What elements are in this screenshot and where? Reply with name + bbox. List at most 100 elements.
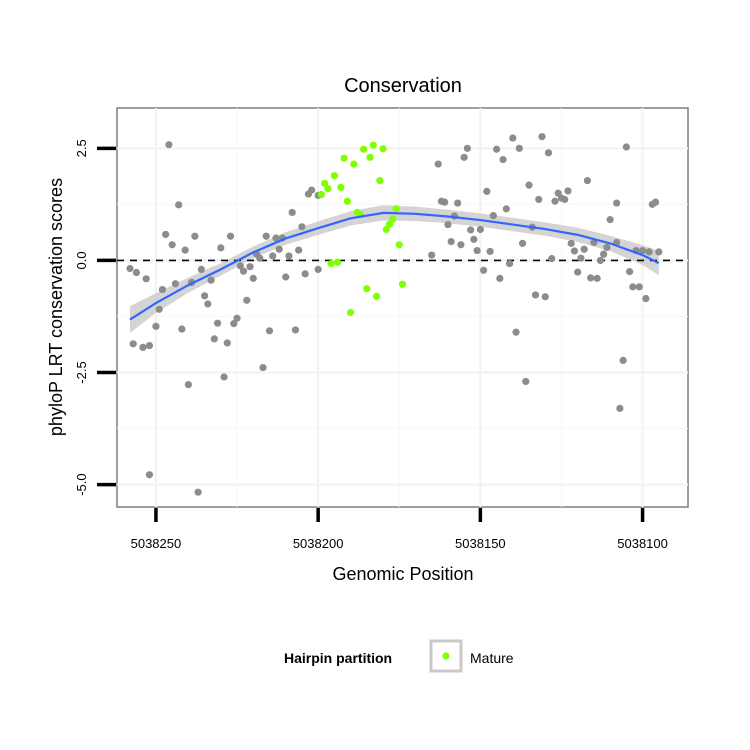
other-point [606,216,614,224]
x-tick-label: 5038100 [617,536,668,551]
other-point [460,153,468,161]
other-point [541,293,549,301]
other-point [158,285,167,294]
mature-point [327,259,335,268]
mature-point [343,197,351,205]
other-point [434,160,442,168]
x-tick-label: 5038150 [455,536,506,551]
other-point [596,256,605,265]
other-point [603,243,611,252]
other-point [129,340,137,348]
other-point [155,305,163,313]
other-point [515,144,523,152]
y-axis-title: phyloP LRT conservation scores [46,178,66,436]
other-point [200,292,209,300]
other-point [570,247,579,255]
other-point [236,262,244,270]
other-point [454,199,462,207]
other-point [191,232,199,240]
mature-point [398,280,407,288]
other-point [142,275,150,283]
other-point [171,280,179,288]
other-point [502,205,510,213]
other-point [295,246,303,254]
other-point [645,248,653,256]
other-point [551,197,559,205]
y-axis: 2.5 0.0 -2.5 -5.0 [74,139,116,496]
other-point [655,248,663,256]
mature-point [392,205,400,213]
other-point [512,328,520,336]
other-point [577,254,585,262]
y-tick-label: -5.0 [74,473,89,495]
mature-point [389,215,397,223]
other-point [561,195,569,204]
other-point [301,270,309,278]
other-point [239,267,248,275]
other-point [483,187,491,195]
other-point [178,325,186,333]
other-point [217,244,225,252]
other-point [165,141,173,149]
mature-point [382,225,390,234]
mature-point [379,145,387,153]
x-axis-title: Genomic Position [332,564,473,584]
other-point [181,246,189,254]
other-point [298,223,306,231]
other-point [548,255,556,263]
other-point [600,250,608,258]
other-point [428,251,436,259]
other-point [223,339,231,347]
x-tick-label: 5038200 [293,536,344,551]
other-point [492,145,501,153]
other-point [210,335,218,343]
other-point [476,225,484,234]
other-point [473,246,481,255]
other-point [230,320,238,328]
other-point [642,294,650,303]
mature-point [395,241,403,249]
legend: Hairpin partition Mature [284,639,514,673]
other-point [499,155,507,164]
other-point [544,149,553,157]
other-point [518,239,527,247]
grid-minor [117,108,688,507]
other-point [593,274,601,282]
other-point [583,177,592,185]
other-point [580,245,588,253]
mature-point [340,154,348,162]
other-point [213,319,222,327]
other-point [197,265,205,273]
mature-point [350,160,358,168]
other-point [531,291,540,299]
smooth-layer [129,211,660,321]
other-point [168,241,176,249]
other-point [184,381,192,389]
other-point [564,187,572,195]
other-point [463,144,471,152]
mature-point [346,308,355,317]
chart-title: Conservation [344,75,462,97]
other-point [246,263,254,271]
other-point [243,296,251,304]
other-point [256,254,264,262]
other-point [272,234,280,242]
other-point [567,239,575,247]
mature-point [324,185,332,193]
x-axis: 5038250 5038200 5038150 5038100 [131,508,668,551]
other-point [265,327,274,335]
other-point [535,195,543,204]
other-point [480,266,488,274]
y-tick-label: 2.5 [74,139,89,157]
other-point [207,276,215,284]
other-point [269,252,277,260]
other-point [587,274,595,282]
other-point [249,274,257,282]
other-point [204,300,212,308]
other-point [441,198,449,206]
other-point [467,226,475,234]
legend-label-mature: Mature [470,650,514,666]
other-point [282,273,290,281]
legend-key-mature-dot [442,652,450,660]
